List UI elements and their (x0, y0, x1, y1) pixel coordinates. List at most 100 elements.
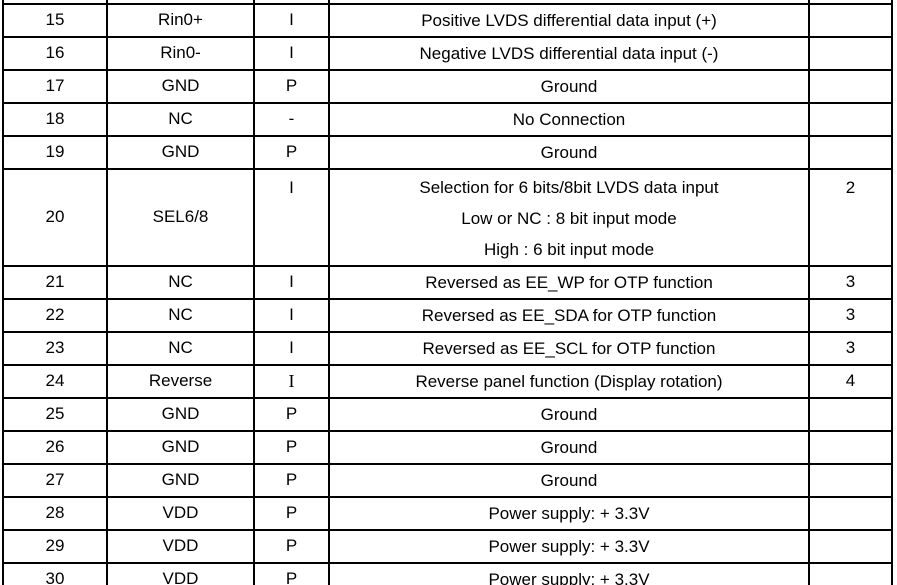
description-line: Power supply: + 3.3V (488, 570, 650, 585)
pin-table-row: 25 GND P Ground (2, 397, 893, 432)
io-type-text: P (285, 76, 298, 96)
io-type-cell: P (253, 463, 330, 498)
description-line: Reversed as EE_SCL for OTP function (422, 339, 716, 358)
pin-table-row: 16 Rin0- I Negative LVDS differential da… (2, 36, 893, 71)
description-line: No Connection (512, 110, 626, 129)
pin-description-cell: Power supply: + 3.3V (328, 529, 810, 564)
remark-cell (808, 102, 893, 137)
pin-description-cell: Ground (328, 397, 810, 432)
remark-cell (808, 496, 893, 531)
remark-cell (808, 36, 893, 71)
pin-table-row: 23 NC I Reversed as EE_SCL for OTP funct… (2, 331, 893, 366)
pin-number-cell: 17 (2, 69, 108, 104)
pin-number-cell: 23 (2, 331, 108, 366)
pin-number-cell: 22 (2, 298, 108, 333)
description-line: Ground (540, 77, 598, 96)
description-line: Ground (540, 471, 598, 490)
pin-symbol-cell: GND (106, 430, 255, 465)
pin-number-cell: 15 (2, 3, 108, 38)
pin-description-cell: Ground (328, 463, 810, 498)
pin-table-row: 27 GND P Ground (2, 463, 893, 498)
pin-symbol-cell: NC (106, 102, 255, 137)
pin-number-cell: 29 (2, 529, 108, 564)
remark-cell: 2 (808, 168, 893, 267)
description-line: Ground (540, 405, 598, 424)
clipped-cell (106, 0, 255, 5)
io-type-text: I (289, 43, 294, 63)
pin-number-cell: 27 (2, 463, 108, 498)
io-type-text: P (285, 404, 298, 424)
pin-symbol-cell: VDD (106, 496, 255, 531)
pin-symbol-cell: VDD (106, 529, 255, 564)
pin-description-cell: Reversed as EE_WP for OTP function (328, 265, 810, 300)
pin-symbol-cell: GND (106, 135, 255, 170)
description-line: Negative LVDS differential data input (-… (419, 44, 719, 63)
io-type-text: P (285, 536, 298, 556)
io-type-cell: P (253, 430, 330, 465)
remark-cell (808, 135, 893, 170)
description-line: Power supply: + 3.3V (488, 537, 650, 556)
io-type-cell: P (253, 496, 330, 531)
pin-number-cell: 16 (2, 36, 108, 71)
pin-number-cell: 24 (2, 364, 108, 399)
pin-description-cell: Ground (328, 69, 810, 104)
pin-symbol-cell: NC (106, 298, 255, 333)
pin-table-row: 29 VDD P Power supply: + 3.3V (2, 529, 893, 564)
pin-symbol-cell: Reverse (106, 364, 255, 399)
pin-number-cell: 19 (2, 135, 108, 170)
partial-row-above (2, 0, 893, 5)
remark-cell (808, 397, 893, 432)
pin-table-row: 18 NC - No Connection (2, 102, 893, 137)
io-type-cell: I (253, 331, 330, 366)
description-line: Selection for 6 bits/8bit LVDS data inpu… (419, 178, 719, 197)
pin-description-cell: Reverse panel function (Display rotation… (328, 364, 810, 399)
pin-number-cell: 26 (2, 430, 108, 465)
pin-table-row: 28 VDD P Power supply: + 3.3V (2, 496, 893, 531)
io-type-text: I (289, 178, 294, 197)
io-type-text: P (285, 569, 298, 585)
pin-symbol-cell: VDD (106, 562, 255, 585)
remark-cell (808, 430, 893, 465)
io-type-text: P (285, 142, 298, 162)
pin-symbol-cell: Rin0+ (106, 3, 255, 38)
pin-description-cell: Ground (328, 430, 810, 465)
io-type-cell: I (253, 265, 330, 300)
pin-description-cell: Power supply: + 3.3V (328, 562, 810, 585)
pin-symbol-cell: Rin0- (106, 36, 255, 71)
pin-table-row: 19 GND P Ground (2, 135, 893, 170)
clipped-cell (328, 0, 810, 5)
remark-cell (808, 3, 893, 38)
io-type-cell: I (253, 168, 330, 267)
io-type-cell: I (253, 298, 330, 333)
pin-number-cell: 20 (2, 168, 108, 267)
pin-symbol-cell: GND (106, 69, 255, 104)
pin-description-cell: Reversed as EE_SDA for OTP function (328, 298, 810, 333)
io-type-cell: P (253, 135, 330, 170)
pin-table-row: 21 NC I Reversed as EE_WP for OTP functi… (2, 265, 893, 300)
description-line: Ground (540, 438, 598, 457)
pin-description-cell: Reversed as EE_SCL for OTP function (328, 331, 810, 366)
pin-number-cell: 30 (2, 562, 108, 585)
description-line: Ground (540, 143, 598, 162)
pin-description-cell: Negative LVDS differential data input (-… (328, 36, 810, 71)
description-line: Low or NC : 8 bit input mode (461, 209, 677, 228)
io-type-text: I (289, 10, 294, 30)
remark-text: 3 (845, 272, 856, 292)
description-line: High : 6 bit input mode (483, 240, 655, 259)
description-line: Power supply: + 3.3V (488, 504, 650, 523)
clipped-cell (808, 0, 893, 5)
remark-cell (808, 69, 893, 104)
pin-table-row: 26 GND P Ground (2, 430, 893, 465)
pin-table-row: 15 Rin0+ I Positive LVDS differential da… (2, 3, 893, 38)
io-type-cell: P (253, 562, 330, 585)
description-line: Positive LVDS differential data input (+… (421, 11, 717, 30)
io-type-cell: I (253, 3, 330, 38)
remark-text: 4 (845, 371, 856, 391)
description-line: Reversed as EE_SDA for OTP function (421, 306, 717, 325)
io-type-text: I (289, 305, 294, 325)
remark-cell (808, 562, 893, 585)
pin-description-cell: No Connection (328, 102, 810, 137)
pin-symbol-cell: NC (106, 331, 255, 366)
